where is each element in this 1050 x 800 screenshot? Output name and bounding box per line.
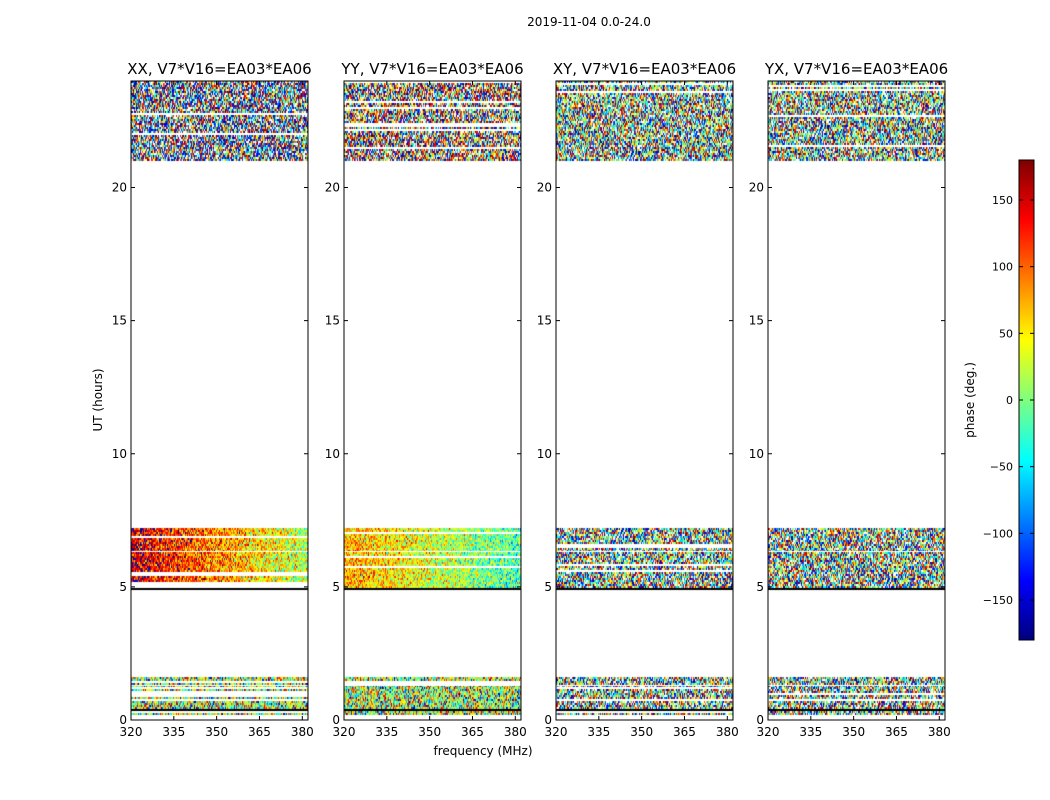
x-tick-label: 320 bbox=[120, 725, 143, 739]
colorbar-tick-label: −100 bbox=[983, 527, 1013, 540]
x-tick-label: 380 bbox=[504, 725, 527, 739]
panel-title: XX, V7*V16=EA03*EA06 bbox=[127, 60, 311, 78]
x-tick-label: 350 bbox=[630, 725, 653, 739]
panel-frame bbox=[767, 80, 946, 721]
y-tick-label: 20 bbox=[112, 181, 127, 195]
y-tick-label: 10 bbox=[537, 447, 552, 461]
y-tick-label: 20 bbox=[749, 181, 764, 195]
colorbar-tick-label: −150 bbox=[983, 594, 1013, 607]
panels-group: XX, V7*V16=EA03*EA06 320 335 350 365 380 0 5 10 1… bbox=[112, 60, 951, 739]
y-tick-label: 10 bbox=[112, 447, 127, 461]
x-tick-label: 365 bbox=[461, 725, 484, 739]
heatmap-image bbox=[131, 81, 308, 720]
x-tick-label: 365 bbox=[673, 725, 696, 739]
x-tick-label: 335 bbox=[799, 725, 822, 739]
y-axis-label: UT (hours) bbox=[91, 368, 105, 431]
y-tick-label: 15 bbox=[112, 314, 127, 328]
x-axis-label: frequency (MHz) bbox=[433, 744, 532, 758]
heatmap-image bbox=[768, 81, 945, 720]
heatmap-image bbox=[556, 81, 733, 720]
x-tick-label: 365 bbox=[248, 725, 271, 739]
figure-title: 2019-11-04 0.0-24.0 bbox=[527, 15, 651, 29]
y-tick-label: 20 bbox=[325, 181, 340, 195]
x-tick-label: 335 bbox=[375, 725, 398, 739]
colorbar-tick-label: −50 bbox=[990, 461, 1013, 474]
y-tick-label: 0 bbox=[544, 713, 552, 727]
x-tick-label: 350 bbox=[205, 725, 228, 739]
colorbar-tick-label: 0 bbox=[1006, 394, 1013, 407]
y-tick-label: 0 bbox=[332, 713, 340, 727]
colorbar-tick-label: 150 bbox=[992, 194, 1013, 207]
panel-title: XY, V7*V16=EA03*EA06 bbox=[553, 60, 736, 78]
y-tick-label: 15 bbox=[749, 314, 764, 328]
y-tick-label: 10 bbox=[325, 447, 340, 461]
x-tick-label: 380 bbox=[928, 725, 951, 739]
x-tick-label: 335 bbox=[587, 725, 610, 739]
y-tick-label: 15 bbox=[537, 314, 552, 328]
y-tick-label: 5 bbox=[756, 580, 764, 594]
panel-title: YY, V7*V16=EA03*EA06 bbox=[340, 60, 523, 78]
x-tick-label: 335 bbox=[162, 725, 185, 739]
panel-frame bbox=[555, 80, 734, 721]
colorbar-tick-label: 100 bbox=[992, 261, 1013, 274]
heatmap-image bbox=[344, 81, 521, 720]
x-tick-label: 320 bbox=[757, 725, 780, 739]
y-tick-label: 0 bbox=[119, 713, 127, 727]
x-tick-label: 320 bbox=[545, 725, 568, 739]
x-tick-label: 380 bbox=[716, 725, 739, 739]
colorbar-tick-label: 50 bbox=[999, 327, 1013, 340]
panel-0: XX, V7*V16=EA03*EA06 320 335 350 365 380 0 5 10 1… bbox=[112, 60, 314, 739]
x-tick-label: 320 bbox=[333, 725, 356, 739]
y-tick-label: 5 bbox=[544, 580, 552, 594]
panel-frame bbox=[130, 80, 309, 721]
panel-1: YY, V7*V16=EA03*EA06 320 335 350 365 380 0 5 10 1… bbox=[325, 60, 527, 739]
y-tick-label: 5 bbox=[332, 580, 340, 594]
y-tick-label: 5 bbox=[119, 580, 127, 594]
x-tick-label: 380 bbox=[291, 725, 314, 739]
colorbar: 150 100 50 0 −50 −100 −150 bbox=[983, 159, 1035, 641]
panel-title: YX, V7*V16=EA03*EA06 bbox=[764, 60, 948, 78]
x-tick-label: 350 bbox=[418, 725, 441, 739]
colorbar-label: phase (deg.) bbox=[963, 362, 977, 438]
x-tick-label: 365 bbox=[885, 725, 908, 739]
y-tick-label: 20 bbox=[537, 181, 552, 195]
panel-3: YX, V7*V16=EA03*EA06 320 335 350 365 380 0 5 10 1… bbox=[749, 60, 951, 739]
panel-2: XY, V7*V16=EA03*EA06 320 335 350 365 380 0 5 10 1… bbox=[537, 60, 739, 739]
y-tick-label: 15 bbox=[325, 314, 340, 328]
y-tick-label: 0 bbox=[756, 713, 764, 727]
x-tick-label: 350 bbox=[842, 725, 865, 739]
y-tick-label: 10 bbox=[749, 447, 764, 461]
panel-frame bbox=[343, 80, 522, 721]
